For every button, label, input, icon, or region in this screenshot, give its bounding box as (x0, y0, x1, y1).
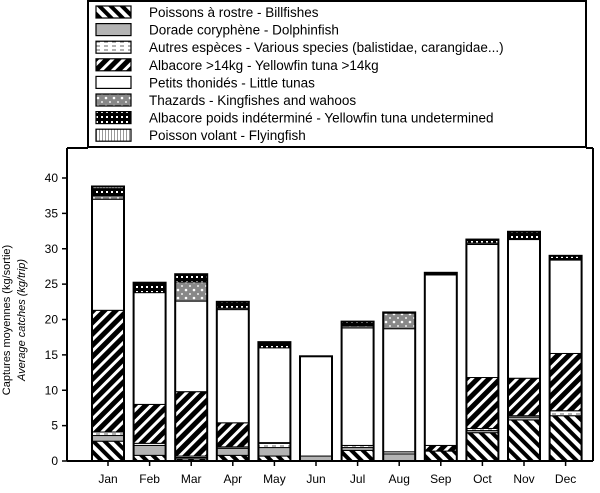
bar-segment (91, 435, 125, 442)
legend-swatch (95, 5, 132, 19)
bar-segment (549, 415, 583, 462)
legend-swatch (95, 23, 132, 37)
y-tick-label: 25 (45, 277, 59, 291)
y-tick-label: 15 (45, 348, 59, 362)
x-tick-label: Jan (98, 472, 117, 486)
x-tick-label: Aug (389, 472, 410, 486)
y-tick-label: 35 (45, 206, 59, 220)
y-tick-label: 30 (45, 242, 59, 256)
bar-segment (91, 198, 125, 311)
bar-segment (424, 450, 458, 462)
x-tick-label: Apr (223, 472, 242, 486)
y-tick-label: 40 (45, 171, 59, 185)
bar-segment (507, 377, 541, 417)
y-tick-label: 5 (51, 419, 58, 433)
legend-swatch (95, 58, 132, 72)
bar-segment (549, 352, 583, 412)
legend-label: Albacore >14kg - Yellowfin tuna >14kg (149, 58, 379, 73)
bar-segment (257, 447, 291, 457)
x-tick-label: Nov (513, 472, 534, 486)
y-tick-label: 0 (51, 454, 58, 468)
bar-segment (133, 282, 167, 294)
legend-label: Poisson volant - Flyingfish (149, 128, 306, 143)
bar-segment (133, 444, 167, 456)
bar-segment (382, 328, 416, 453)
bar-segment (465, 244, 499, 379)
bar-segment (91, 195, 125, 200)
y-axis: 0 5 10 15 20 25 30 35 40 (45, 171, 67, 468)
bar-segment (174, 281, 208, 302)
bar-segment (91, 440, 125, 462)
y-tick-label: 10 (45, 383, 59, 397)
x-tick-label: Feb (139, 472, 160, 486)
bar-segment (174, 273, 208, 283)
x-tick-label: Oct (473, 472, 492, 486)
bar-segment (382, 453, 416, 462)
bar-segment (91, 188, 125, 197)
legend: Poissons à rostre - Billfishes Dorade cor… (87, 0, 587, 148)
bar-segment (507, 231, 541, 241)
bar-segment (424, 274, 458, 446)
legend-swatch (95, 93, 132, 107)
bar-segment (465, 377, 499, 429)
bar-segment (216, 422, 250, 448)
bar-segment (91, 309, 125, 433)
bar-segment (91, 431, 125, 437)
x-tick-label: May (263, 472, 286, 486)
legend-label: Dorade coryphène - Dolphinfish (149, 23, 339, 38)
bar-segment (216, 447, 250, 456)
bar-segment (299, 355, 333, 457)
legend-label: Petits thonidés - Little tunas (149, 75, 315, 90)
bar-segment (257, 442, 291, 449)
x-tick-label: Sep (430, 472, 452, 486)
y-axis-label: Captures moyennes (kg/sortie) (1, 245, 13, 395)
bar-segment (174, 300, 208, 393)
bar-segment (133, 292, 167, 405)
bar-segment (341, 327, 375, 446)
bar-segment (216, 309, 250, 424)
legend-swatch (95, 110, 132, 125)
x-tick-label: Jul (350, 472, 365, 486)
legend-label: Albacore poids indéterminé - Yellowfin t… (149, 111, 493, 126)
legend-swatch (95, 128, 132, 142)
legend-swatch (95, 40, 132, 54)
x-tick-label: Jun (306, 472, 325, 486)
bar-segment (549, 410, 583, 417)
legend-label: Poissons à rostre - Billfishes (149, 5, 319, 20)
legend-swatch (95, 75, 132, 90)
bar-segment (257, 347, 291, 444)
bar-segment (382, 312, 416, 330)
bar-segment (465, 432, 499, 462)
legend-label: Autres espèces - Various species (balist… (149, 40, 504, 55)
legend-label: Thazards - Kingfishes and wahoos (149, 93, 356, 108)
y-tick-label: 20 (45, 313, 59, 327)
bar-segment (424, 444, 458, 452)
x-tick-label: Dec (555, 472, 576, 486)
x-axis: Jan Feb Mar Apr May Jun Jul Aug Sep Oct Nov Dec (98, 461, 576, 486)
bar-segment (133, 403, 167, 444)
x-tick-label: Mar (181, 472, 202, 486)
bar-segment (507, 419, 541, 462)
bars (91, 185, 583, 463)
bar-segment (549, 259, 583, 354)
bar-segment (507, 239, 541, 379)
y-axis-label-english: Average catches (kg/trip) (16, 259, 28, 382)
bar-segment (341, 449, 375, 462)
bar-segment (174, 391, 208, 457)
